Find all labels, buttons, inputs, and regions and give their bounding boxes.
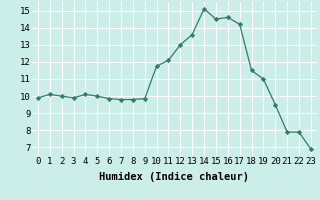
X-axis label: Humidex (Indice chaleur): Humidex (Indice chaleur) — [100, 172, 249, 182]
